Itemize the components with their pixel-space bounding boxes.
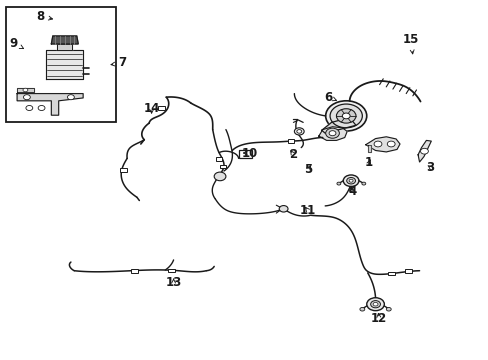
Polygon shape xyxy=(57,44,72,50)
Text: 11: 11 xyxy=(299,204,316,217)
Circle shape xyxy=(372,302,377,306)
Bar xyxy=(215,157,222,161)
Circle shape xyxy=(346,177,355,184)
Circle shape xyxy=(336,182,340,185)
Circle shape xyxy=(23,95,30,100)
Bar xyxy=(219,165,226,168)
Circle shape xyxy=(294,128,304,135)
Polygon shape xyxy=(417,140,430,162)
Bar xyxy=(167,269,174,272)
Text: 7: 7 xyxy=(111,57,126,69)
Text: 12: 12 xyxy=(370,312,386,325)
Text: 6: 6 xyxy=(324,91,336,104)
Text: 3: 3 xyxy=(426,161,433,174)
Circle shape xyxy=(343,175,358,186)
Bar xyxy=(387,272,394,275)
Circle shape xyxy=(329,104,362,128)
Text: 5: 5 xyxy=(304,163,311,176)
Circle shape xyxy=(336,109,355,123)
Circle shape xyxy=(420,148,427,154)
Polygon shape xyxy=(17,94,83,115)
Circle shape xyxy=(366,298,384,311)
Circle shape xyxy=(279,206,287,212)
Polygon shape xyxy=(365,137,399,152)
Bar xyxy=(287,139,294,143)
Text: 9: 9 xyxy=(10,37,23,50)
Circle shape xyxy=(38,105,45,111)
Text: 4: 4 xyxy=(347,185,355,198)
Circle shape xyxy=(296,130,301,133)
Text: 15: 15 xyxy=(402,33,418,54)
Text: 8: 8 xyxy=(36,10,52,23)
Text: 10: 10 xyxy=(241,147,257,159)
Polygon shape xyxy=(321,120,355,133)
Bar xyxy=(158,106,164,110)
Circle shape xyxy=(386,307,390,311)
Text: 13: 13 xyxy=(165,276,182,289)
Circle shape xyxy=(214,172,225,181)
Circle shape xyxy=(342,113,349,119)
Polygon shape xyxy=(51,36,78,44)
Circle shape xyxy=(361,182,365,185)
Polygon shape xyxy=(17,88,34,92)
Circle shape xyxy=(325,101,366,131)
Bar xyxy=(131,269,138,273)
Polygon shape xyxy=(318,127,346,140)
Circle shape xyxy=(348,189,352,192)
Circle shape xyxy=(359,307,364,311)
Bar xyxy=(120,168,127,172)
Circle shape xyxy=(373,141,381,147)
Circle shape xyxy=(386,141,394,147)
Circle shape xyxy=(23,88,28,92)
Text: 1: 1 xyxy=(365,156,372,169)
Text: 14: 14 xyxy=(143,102,160,114)
Bar xyxy=(6,7,116,122)
Text: 2: 2 xyxy=(289,148,297,161)
Circle shape xyxy=(26,105,33,111)
Bar xyxy=(404,269,411,273)
Polygon shape xyxy=(46,50,83,79)
Circle shape xyxy=(328,131,335,136)
Bar xyxy=(238,150,252,158)
Circle shape xyxy=(67,95,74,100)
Circle shape xyxy=(325,128,339,138)
Polygon shape xyxy=(367,145,370,152)
Circle shape xyxy=(370,301,380,308)
Circle shape xyxy=(348,179,352,182)
